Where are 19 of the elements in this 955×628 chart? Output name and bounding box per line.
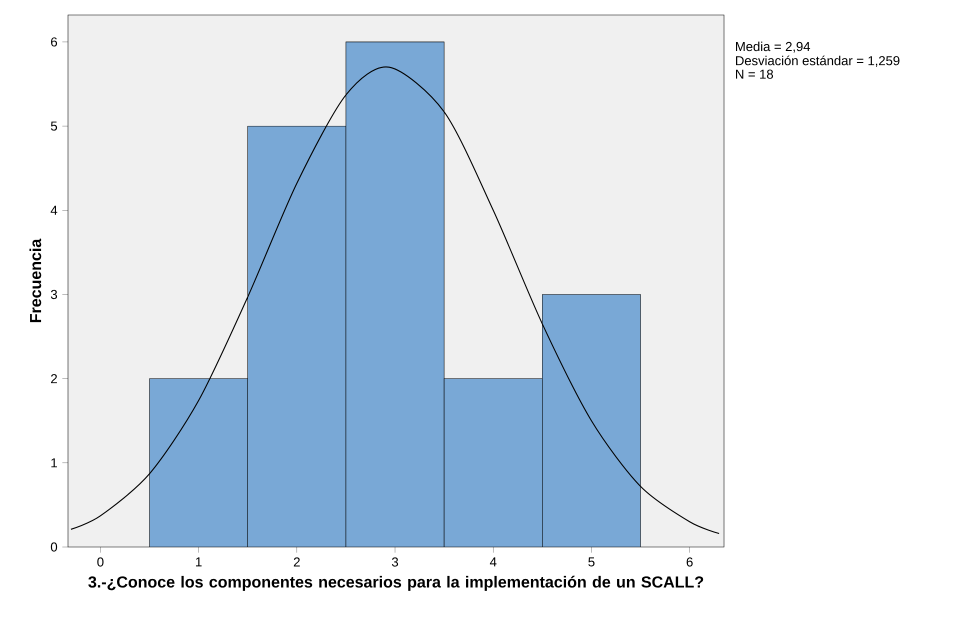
y-tick-label: 1 xyxy=(51,458,57,468)
y-tick-label: 6 xyxy=(51,37,58,47)
y-tick-label: 5 xyxy=(50,122,58,131)
x-tick-label: 4 xyxy=(490,557,496,566)
y-tick-label: 0 xyxy=(50,542,58,552)
x-tick-label: 1 xyxy=(196,557,202,566)
x-tick-label: 6 xyxy=(686,557,693,567)
x-tick-label: 2 xyxy=(294,557,300,566)
y-axis-title: Frecuencia xyxy=(29,238,42,322)
y-tick-label: 4 xyxy=(50,206,58,215)
x-tick-label: 3 xyxy=(392,557,398,567)
y-tick-label: 3 xyxy=(50,290,58,300)
text: N = 18 xyxy=(736,70,774,79)
text: Desviación estándar = 1,259 xyxy=(736,56,900,67)
y-tick-label: 2 xyxy=(51,374,57,384)
x-axis-title: 3.-¿Conoce los componentes necesarios para la implementación de un SCALL? xyxy=(88,576,704,591)
x-tick-label: 5 xyxy=(588,557,595,566)
text: Media = 2,94 xyxy=(736,42,810,53)
x-tick-label: 0 xyxy=(97,557,104,567)
